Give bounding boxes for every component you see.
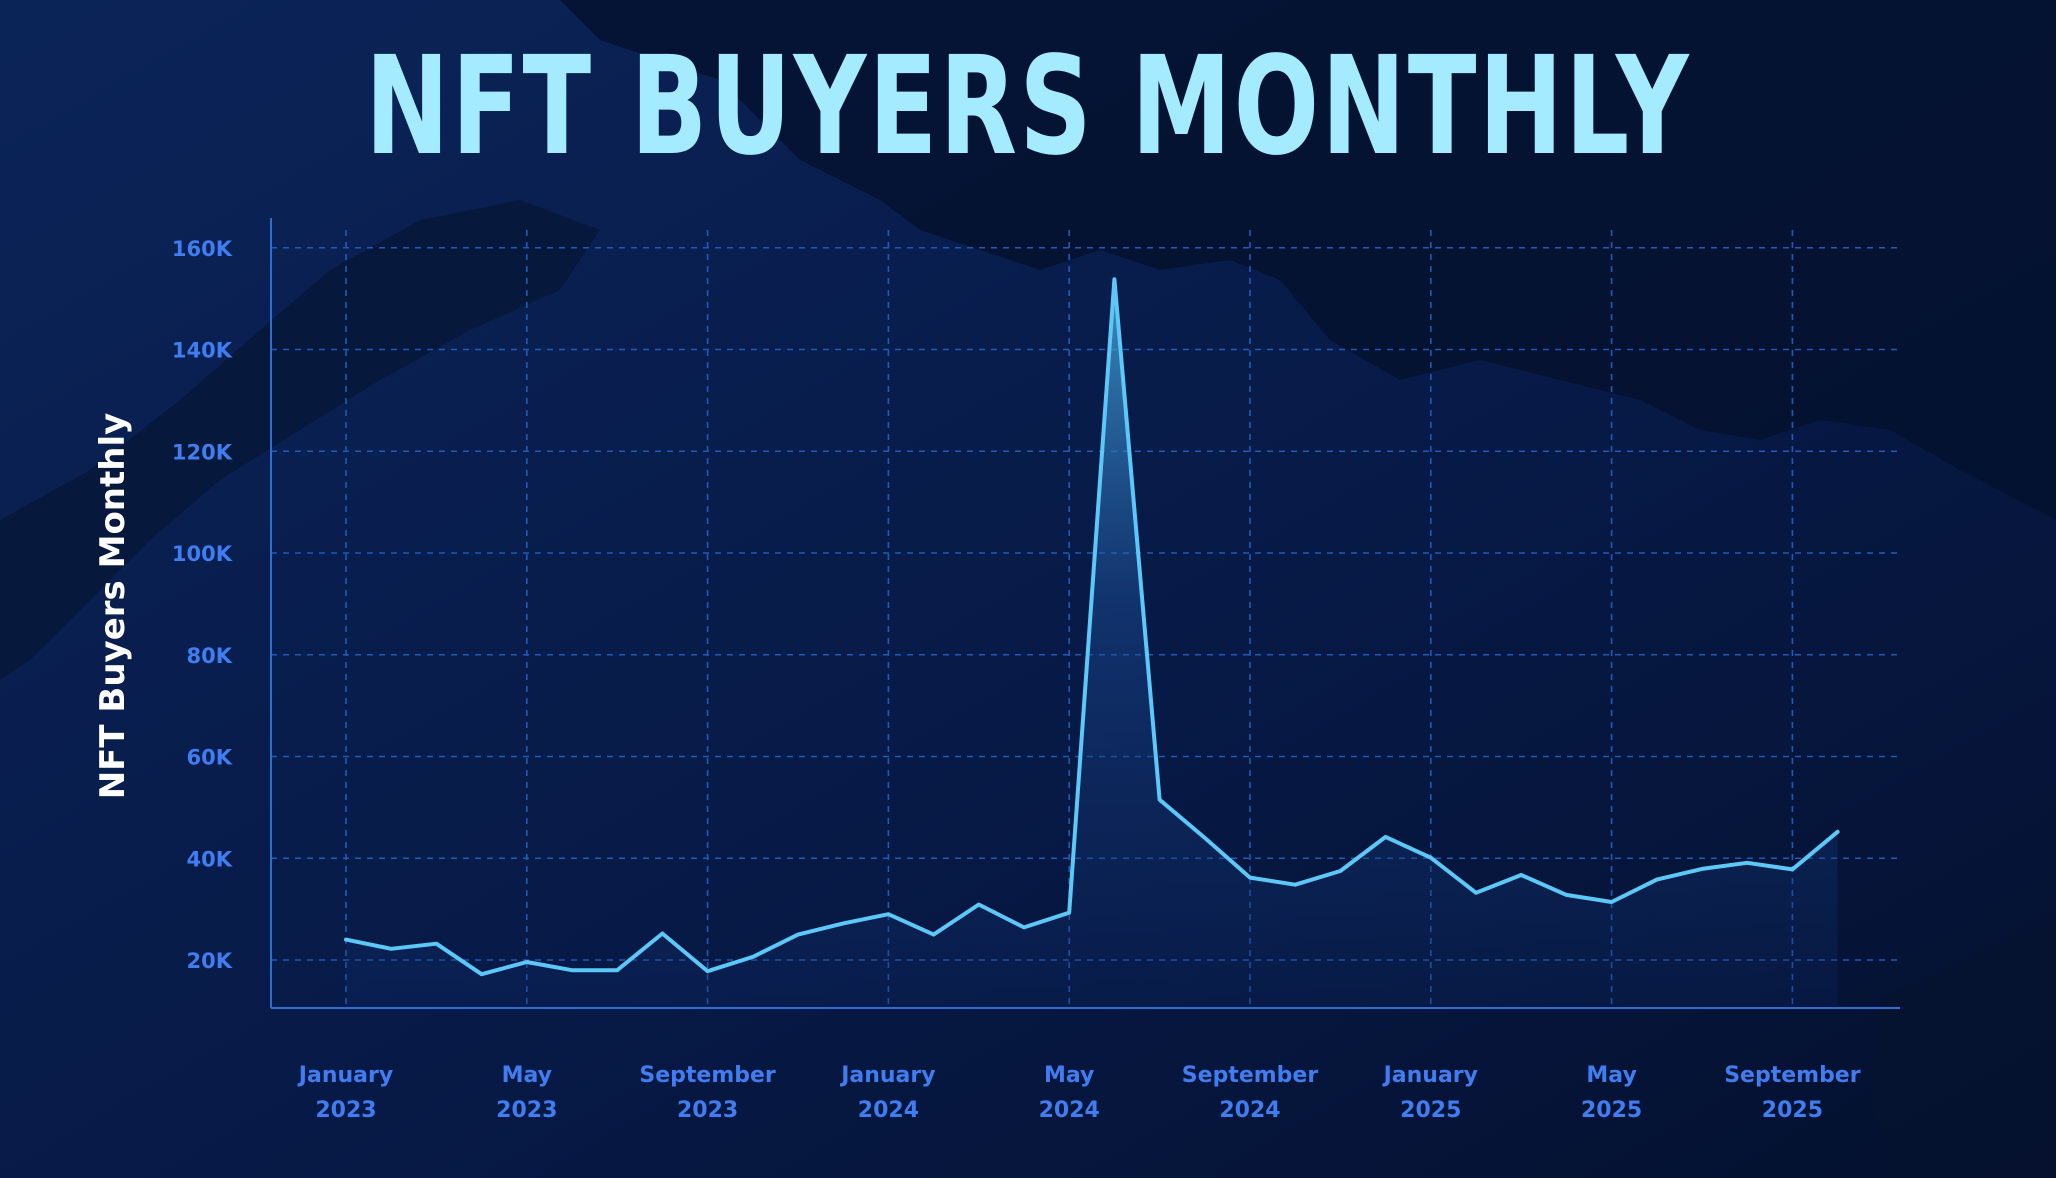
y-tick-label-2: 60K xyxy=(187,746,233,770)
data-point-2025-03 xyxy=(1519,873,1524,878)
data-point-2024-09 xyxy=(1248,875,1253,880)
data-point-2023-11 xyxy=(796,932,801,937)
x-tick-month-1: May xyxy=(502,1063,552,1088)
series-line xyxy=(344,277,1840,977)
data-point-2024-10 xyxy=(1293,882,1298,887)
data-point-2025-10 xyxy=(1835,829,1840,834)
data-point-2025-04 xyxy=(1564,892,1569,897)
y-tick-label-0: 20K xyxy=(187,949,233,973)
data-point-2024-04 xyxy=(1022,925,1027,930)
data-point-2024-02 xyxy=(931,932,936,937)
data-point-2024-05 xyxy=(1067,910,1072,915)
chart-title: NFT BUYERS MONTHLY xyxy=(365,28,1691,186)
y-tick-label-5: 120K xyxy=(172,440,233,464)
x-tick-year-6: 2025 xyxy=(1400,1098,1461,1123)
y-tick-label-6: 140K xyxy=(172,339,233,363)
x-tick-labels: January 2023 May 2023 September 2023 January 20… xyxy=(297,1063,1861,1123)
series-area xyxy=(346,279,1838,1006)
y-tick-label-7: 160K xyxy=(172,237,233,261)
x-tick-year-1: 2023 xyxy=(496,1098,557,1123)
data-point-2023-12 xyxy=(841,921,846,926)
data-point-2023-10 xyxy=(750,954,755,959)
data-point-2024-08 xyxy=(1202,835,1207,840)
data-point-2025-02 xyxy=(1474,890,1479,895)
x-tick-month-5: September xyxy=(1182,1063,1319,1088)
data-point-2023-09 xyxy=(705,969,710,974)
x-tick-month-2: September xyxy=(639,1063,776,1088)
data-point-2024-01 xyxy=(886,912,891,917)
data-point-2023-05 xyxy=(524,960,529,965)
x-tick-year-3: 2024 xyxy=(858,1098,919,1123)
axes xyxy=(270,218,1900,1009)
x-tick-year-7: 2025 xyxy=(1581,1098,1642,1123)
x-tick-month-4: May xyxy=(1044,1063,1094,1088)
y-tick-label-4: 100K xyxy=(172,542,233,566)
y-tick-labels: 20K 40K 60K 80K 100K 120K 140K 160K xyxy=(172,237,233,973)
data-point-2023-01 xyxy=(344,937,349,942)
data-point-2024-03 xyxy=(976,902,981,907)
data-point-2023-08 xyxy=(660,931,665,936)
x-tick-month-7: May xyxy=(1586,1063,1636,1088)
data-point-2025-08 xyxy=(1745,860,1750,865)
data-point-2025-07 xyxy=(1700,866,1705,871)
data-point-2023-04 xyxy=(479,972,484,977)
data-point-2025-06 xyxy=(1654,877,1659,882)
x-tick-year-2: 2023 xyxy=(677,1098,738,1123)
data-point-2025-05 xyxy=(1609,900,1614,905)
x-tick-year-8: 2025 xyxy=(1762,1098,1823,1123)
x-tick-month-6: January xyxy=(1382,1063,1478,1088)
x-tick-year-0: 2023 xyxy=(315,1098,376,1123)
y-axis-label: NFT Buyers Monthly xyxy=(93,413,133,800)
x-tick-year-4: 2024 xyxy=(1039,1098,1100,1123)
data-point-2024-07 xyxy=(1157,797,1162,802)
data-point-2023-07 xyxy=(615,968,620,973)
data-point-2024-06 xyxy=(1112,277,1117,282)
data-point-2023-06 xyxy=(570,968,575,973)
x-tick-month-0: January xyxy=(297,1063,393,1088)
data-point-2025-01 xyxy=(1428,855,1433,860)
data-point-2023-03 xyxy=(434,941,439,946)
x-tick-month-3: January xyxy=(839,1063,935,1088)
data-point-2023-02 xyxy=(389,946,394,951)
y-tick-label-3: 80K xyxy=(187,644,233,668)
data-point-2024-11 xyxy=(1338,868,1343,873)
y-tick-label-1: 40K xyxy=(187,847,233,871)
data-point-2024-12 xyxy=(1383,834,1388,839)
data-point-2025-09 xyxy=(1790,867,1795,872)
x-tick-year-5: 2024 xyxy=(1219,1098,1280,1123)
x-tick-month-8: September xyxy=(1724,1063,1861,1088)
